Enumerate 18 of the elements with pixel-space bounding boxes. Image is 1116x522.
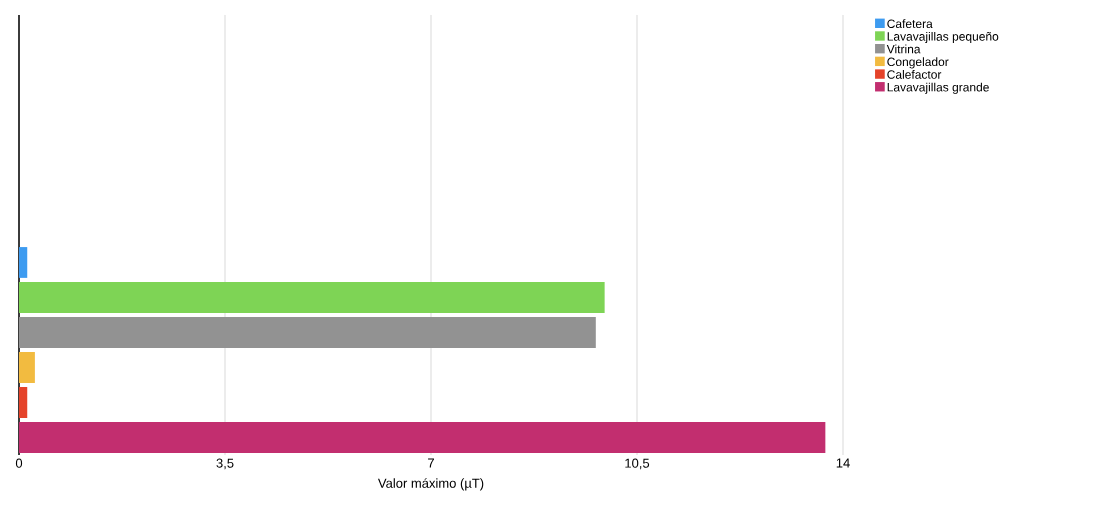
bar xyxy=(19,422,826,453)
legend-label: Congelador xyxy=(887,57,949,69)
x-axis-title: Valor máximo (µT) xyxy=(377,478,484,491)
bar xyxy=(19,247,28,278)
x-tick-label: 10,5 xyxy=(625,458,650,470)
x-tick-label: 14 xyxy=(836,458,850,468)
x-tick-label: 0 xyxy=(15,458,23,468)
legend-label: Lavavajillas grande xyxy=(887,82,989,94)
x-tick-label: 7 xyxy=(428,458,434,468)
legend-label: Calefactor xyxy=(887,69,942,79)
bar xyxy=(19,387,28,418)
legend-label: Lavavajillas pequeño xyxy=(887,31,999,44)
legend-label: Vitrina xyxy=(886,44,921,54)
bar xyxy=(19,282,605,313)
bar xyxy=(19,352,35,383)
legend-label: Cafetera xyxy=(887,19,933,28)
x-tick-label: 3,5 xyxy=(216,458,234,470)
bar xyxy=(19,317,596,348)
